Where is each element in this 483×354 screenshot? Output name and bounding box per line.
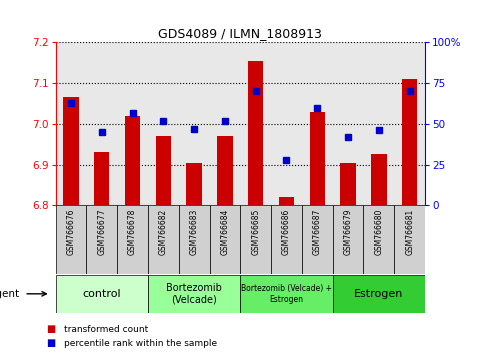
Text: GSM766682: GSM766682	[159, 209, 168, 255]
Text: GSM766684: GSM766684	[220, 209, 229, 255]
Bar	[94, 153, 110, 205]
Text: GSM766686: GSM766686	[282, 209, 291, 255]
Bar	[302, 205, 333, 274]
Bar	[279, 197, 294, 205]
Text: GSM766683: GSM766683	[190, 209, 199, 255]
Bar	[341, 162, 356, 205]
Text: GSM766685: GSM766685	[251, 209, 260, 255]
Bar	[240, 205, 271, 274]
Text: transformed count: transformed count	[64, 325, 148, 334]
Bar	[179, 205, 210, 274]
Text: GSM766679: GSM766679	[343, 209, 353, 255]
Bar	[156, 136, 171, 205]
Text: Bortezomib
(Velcade): Bortezomib (Velcade)	[166, 283, 222, 305]
Text: GSM766680: GSM766680	[374, 209, 384, 255]
Text: GSM766677: GSM766677	[97, 209, 106, 255]
Bar	[333, 275, 425, 313]
Title: GDS4089 / ILMN_1808913: GDS4089 / ILMN_1808913	[158, 27, 322, 40]
Text: ■: ■	[46, 324, 55, 334]
Bar	[56, 275, 148, 313]
Bar	[125, 116, 140, 205]
Bar	[148, 205, 179, 274]
Bar	[402, 79, 417, 205]
Text: GSM766676: GSM766676	[67, 209, 75, 255]
Text: Bortezomib (Velcade) +
Estrogen: Bortezomib (Velcade) + Estrogen	[241, 284, 332, 303]
Bar	[364, 205, 394, 274]
Text: agent: agent	[0, 289, 19, 299]
Bar	[117, 205, 148, 274]
Text: GSM766681: GSM766681	[405, 209, 414, 255]
Bar	[371, 154, 386, 205]
Text: GSM766678: GSM766678	[128, 209, 137, 255]
Bar	[271, 205, 302, 274]
Bar	[63, 97, 79, 205]
Text: control: control	[83, 289, 121, 299]
Bar	[333, 205, 364, 274]
Bar	[186, 162, 202, 205]
Text: GSM766687: GSM766687	[313, 209, 322, 255]
Bar	[248, 61, 263, 205]
Bar	[148, 275, 241, 313]
Bar	[217, 136, 233, 205]
Text: percentile rank within the sample: percentile rank within the sample	[64, 339, 217, 348]
Bar	[56, 205, 86, 274]
Text: Estrogen: Estrogen	[354, 289, 403, 299]
Text: ■: ■	[46, 338, 55, 348]
Bar	[210, 205, 240, 274]
Bar	[394, 205, 425, 274]
Bar	[240, 275, 333, 313]
Bar	[86, 205, 117, 274]
Bar	[310, 112, 325, 205]
